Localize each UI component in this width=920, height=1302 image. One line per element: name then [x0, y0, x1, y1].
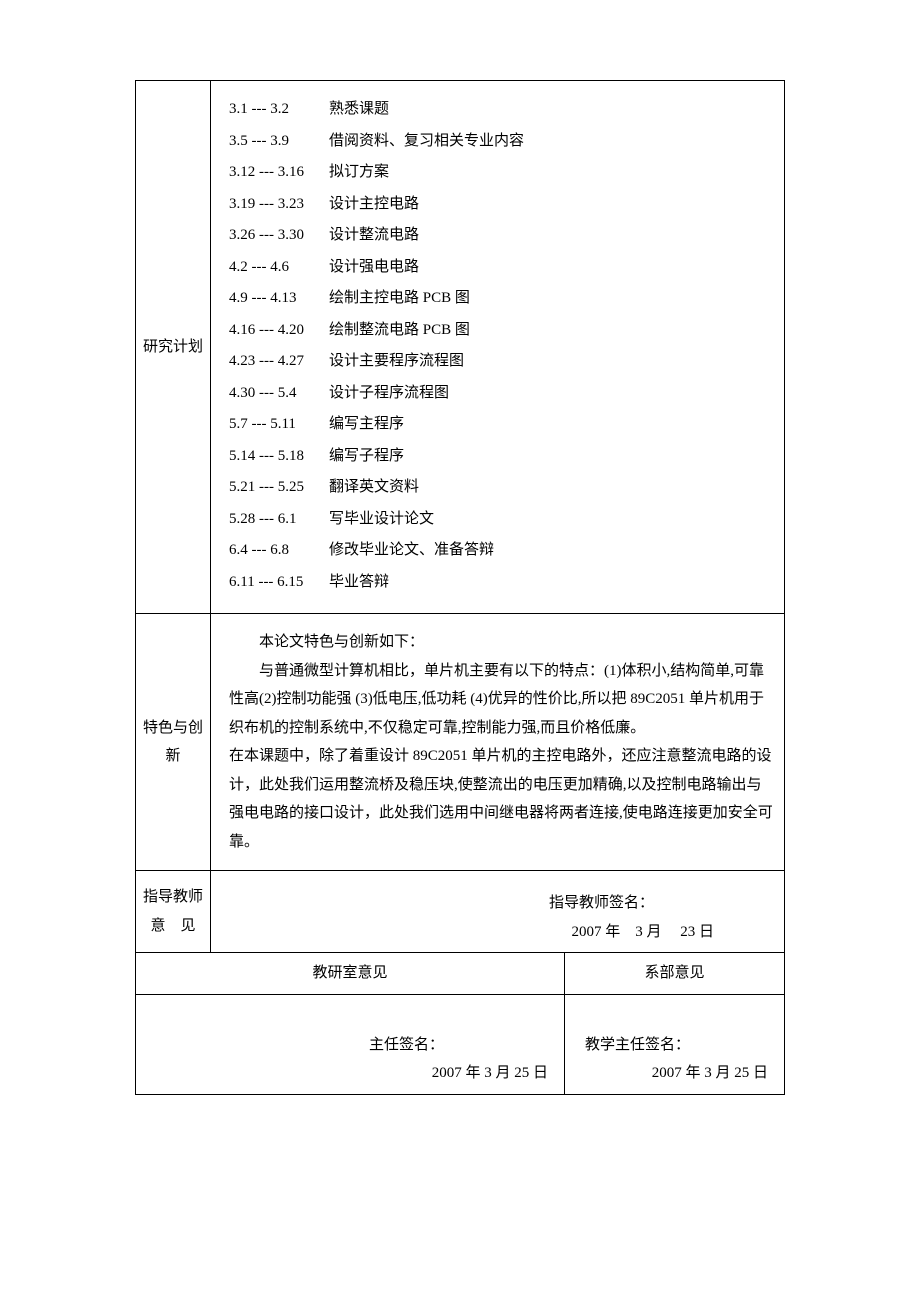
schedule-range: 3.26 --- 3.30: [229, 221, 329, 250]
schedule-item: 3.26 --- 3.30设计整流电路: [229, 221, 774, 250]
schedule-range: 5.7 --- 5.11: [229, 410, 329, 439]
schedule-task: 编写主程序: [329, 410, 774, 439]
advisor-date: 2007 年 3 月 23 日: [221, 918, 774, 947]
form-table: 研究计划 3.1 --- 3.2熟悉课题 3.5 --- 3.9借阅资料、复习相…: [135, 80, 785, 1095]
schedule-item: 5.14 --- 5.18编写子程序: [229, 442, 774, 471]
advisor-content: 指导教师签名： 2007 年 3 月 23 日: [211, 871, 785, 953]
research-plan-content: 3.1 --- 3.2熟悉课题 3.5 --- 3.9借阅资料、复习相关专业内容…: [211, 81, 785, 614]
advisor-sign-label: 指导教师签名：: [221, 889, 774, 918]
research-plan-label: 研究计划: [136, 81, 211, 614]
innovation-content: 本论文特色与创新如下： 与普通微型计算机相比，单片机主要有以下的特点：(1)体积…: [211, 614, 785, 871]
office-sign-cell: 主任签名： 2007 年 3 月 25 日: [136, 994, 565, 1094]
dept-header: 系部意见: [564, 953, 784, 995]
advisor-label: 指导教师意 见: [136, 871, 211, 953]
schedule-task: 编写子程序: [329, 442, 774, 471]
schedule-range: 4.2 --- 4.6: [229, 253, 329, 282]
schedule-item: 3.19 --- 3.23设计主控电路: [229, 190, 774, 219]
schedule-range: 3.1 --- 3.2: [229, 95, 329, 124]
schedule-item: 6.4 --- 6.8修改毕业论文、准备答辩: [229, 536, 774, 565]
office-header: 教研室意见: [136, 953, 565, 995]
schedule-item: 4.2 --- 4.6设计强电电路: [229, 253, 774, 282]
schedule-range: 5.14 --- 5.18: [229, 442, 329, 471]
innovation-para: 在本课题中，除了着重设计 89C2051 单片机的主控电路外，还应注意整流电路的…: [229, 742, 774, 856]
advisor-row: 指导教师意 见 指导教师签名： 2007 年 3 月 23 日: [136, 871, 785, 953]
schedule-task: 设计主要程序流程图: [329, 347, 774, 376]
schedule-range: 6.4 --- 6.8: [229, 536, 329, 565]
dept-sign-row: 主任签名： 2007 年 3 月 25 日 教学主任签名： 2007 年 3 月…: [136, 994, 785, 1094]
schedule-range: 5.28 --- 6.1: [229, 505, 329, 534]
office-sign-label: 主任签名：: [146, 1031, 554, 1060]
schedule-task: 修改毕业论文、准备答辩: [329, 536, 774, 565]
schedule-range: 3.12 --- 3.16: [229, 158, 329, 187]
schedule-range: 4.30 --- 5.4: [229, 379, 329, 408]
dept-header-row: 教研室意见 系部意见: [136, 953, 785, 995]
schedule-item: 5.21 --- 5.25翻译英文资料: [229, 473, 774, 502]
schedule-range: 4.9 --- 4.13: [229, 284, 329, 313]
schedule-task: 毕业答辩: [329, 568, 774, 597]
schedule-range: 3.5 --- 3.9: [229, 127, 329, 156]
schedule-task: 写毕业设计论文: [329, 505, 774, 534]
schedule-task: 熟悉课题: [329, 95, 774, 124]
schedule-task: 设计子程序流程图: [329, 379, 774, 408]
innovation-label: 特色与创新: [136, 614, 211, 871]
schedule-item: 3.1 --- 3.2熟悉课题: [229, 95, 774, 124]
schedule-task: 设计整流电路: [329, 221, 774, 250]
schedule-item: 5.28 --- 6.1写毕业设计论文: [229, 505, 774, 534]
dept-sign-cell: 教学主任签名： 2007 年 3 月 25 日: [564, 994, 784, 1094]
schedule-range: 4.23 --- 4.27: [229, 347, 329, 376]
innovation-para: 本论文特色与创新如下：: [229, 628, 774, 657]
innovation-para: 与普通微型计算机相比，单片机主要有以下的特点：(1)体积小,结构简单,可靠性高(…: [229, 657, 774, 743]
schedule-task: 设计强电电路: [329, 253, 774, 282]
schedule-range: 6.11 --- 6.15: [229, 568, 329, 597]
dept-sign-label: 教学主任签名：: [575, 1031, 774, 1060]
schedule-item: 4.16 --- 4.20绘制整流电路 PCB 图: [229, 316, 774, 345]
schedule-task: 翻译英文资料: [329, 473, 774, 502]
dept-date: 2007 年 3 月 25 日: [575, 1059, 774, 1088]
schedule-task: 拟订方案: [329, 158, 774, 187]
schedule-range: 5.21 --- 5.25: [229, 473, 329, 502]
innovation-row: 特色与创新 本论文特色与创新如下： 与普通微型计算机相比，单片机主要有以下的特点…: [136, 614, 785, 871]
schedule-range: 4.16 --- 4.20: [229, 316, 329, 345]
schedule-item: 4.9 --- 4.13绘制主控电路 PCB 图: [229, 284, 774, 313]
schedule-task: 借阅资料、复习相关专业内容: [329, 127, 774, 156]
schedule-item: 5.7 --- 5.11编写主程序: [229, 410, 774, 439]
research-plan-row: 研究计划 3.1 --- 3.2熟悉课题 3.5 --- 3.9借阅资料、复习相…: [136, 81, 785, 614]
schedule-task: 绘制主控电路 PCB 图: [329, 284, 774, 313]
office-date: 2007 年 3 月 25 日: [146, 1059, 554, 1088]
schedule-range: 3.19 --- 3.23: [229, 190, 329, 219]
schedule-task: 设计主控电路: [329, 190, 774, 219]
schedule-item: 3.12 --- 3.16拟订方案: [229, 158, 774, 187]
schedule-item: 3.5 --- 3.9借阅资料、复习相关专业内容: [229, 127, 774, 156]
schedule-task: 绘制整流电路 PCB 图: [329, 316, 774, 345]
schedule-item: 4.23 --- 4.27设计主要程序流程图: [229, 347, 774, 376]
schedule-item: 4.30 --- 5.4设计子程序流程图: [229, 379, 774, 408]
schedule-item: 6.11 --- 6.15毕业答辩: [229, 568, 774, 597]
